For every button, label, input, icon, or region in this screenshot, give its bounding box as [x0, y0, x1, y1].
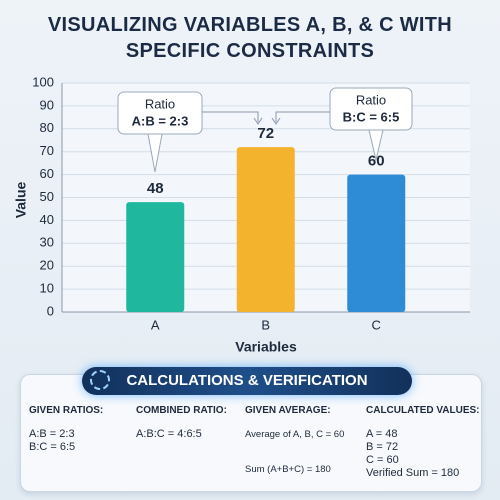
- y-tick-label: 50: [40, 189, 54, 204]
- y-tick-label: 10: [40, 281, 54, 296]
- calc-line: Average of A, B, C = 60: [245, 429, 345, 440]
- y-tick-label: 0: [47, 303, 54, 318]
- x-tick-label: A: [151, 317, 160, 332]
- calc-line: A = 48: [366, 428, 398, 440]
- y-tick-label: 100: [32, 74, 54, 89]
- value-label: 48: [147, 180, 164, 197]
- calc-line: C = 60: [366, 454, 399, 466]
- gear-icon: [90, 370, 110, 390]
- calc-line: Verified Sum = 180: [366, 467, 460, 479]
- calc-title: CALCULATIONS & VERIFICATION: [126, 372, 368, 389]
- callout-title: Ratio: [145, 96, 175, 111]
- chart: 0 10 20 30 40 50 60 70 80 90 100 Value Variables A 48 B…: [13, 74, 470, 355]
- value-label: 72: [257, 125, 274, 142]
- bar: [126, 202, 185, 312]
- callout-box: [329, 87, 413, 131]
- chart-title: VISUALIZING VARIABLES A, B, & C WITH SPE…: [47, 14, 453, 62]
- callout-text: A:B = 2:3: [132, 113, 189, 128]
- calc-line: Sum (A+B+C) = 180: [245, 464, 331, 475]
- calc-line: B = 72: [366, 441, 399, 453]
- connector-arrow: [202, 111, 263, 125]
- bar: [347, 174, 406, 312]
- calc-line: A:B:C = 4:6:5: [136, 428, 202, 440]
- connector-arrow: [271, 111, 330, 125]
- value-label: 60: [368, 153, 385, 170]
- x-tick-label: C: [372, 317, 381, 332]
- calc-column: COMBINED RATIO: A:B:C = 4:6:5: [136, 405, 227, 441]
- calc-column: GIVEN RATIOS: A:B = 2:3 B:C = 6:5: [29, 405, 103, 454]
- y-tick-label: 40: [40, 212, 54, 227]
- y-tick-label: 60: [40, 166, 54, 181]
- calc-heading: GIVEN RATIOS:: [29, 405, 104, 416]
- calc-heading: GIVEN AVERAGE:: [245, 405, 331, 416]
- y-tick-label: 90: [40, 97, 54, 112]
- calc-line: B:C = 6:5: [29, 441, 76, 453]
- callout-pointer: [147, 133, 163, 173]
- calc-heading: COMBINED RATIO:: [136, 405, 227, 416]
- calc-header: CALCULATIONS & VERIFICATION: [82, 367, 412, 395]
- calc-column: CALCULATED VALUES: A = 48 B = 72 C = 60 Veri…: [366, 405, 480, 480]
- bar: [236, 147, 295, 312]
- y-tick-label: 80: [40, 120, 54, 135]
- x-tick-label: B: [261, 317, 270, 332]
- calc-line: A:B = 2:3: [29, 428, 75, 440]
- y-tick-label: 20: [40, 258, 54, 273]
- callout-box: [117, 91, 203, 135]
- callout-text: B:C = 6:5: [343, 109, 400, 124]
- y-tick-label: 70: [40, 143, 54, 158]
- callout-pointer: [368, 129, 384, 161]
- y-axis-label: Value: [13, 182, 29, 219]
- x-axis-label: Variables: [235, 339, 297, 355]
- callout-title: Ratio: [356, 92, 386, 107]
- calc-column: GIVEN AVERAGE: Average of A, B, C = 60 Sum…: [245, 405, 344, 476]
- calc-heading: CALCULATED VALUES:: [366, 405, 480, 416]
- y-tick-label: 30: [40, 235, 54, 250]
